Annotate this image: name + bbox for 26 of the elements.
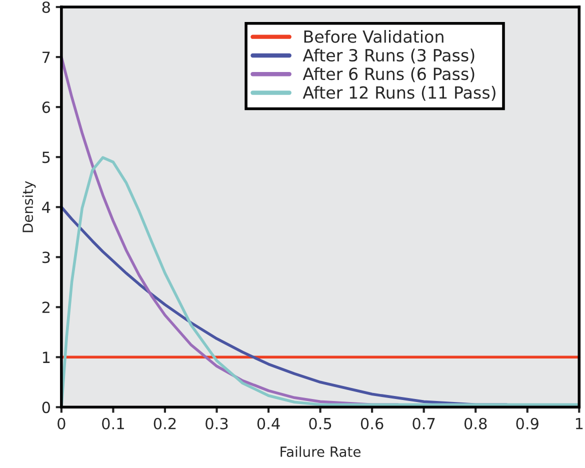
legend-label: Before Validation [304,30,444,43]
y-tick-label: 6 [42,102,50,114]
y-tick-label: 4 [42,202,50,213]
x-tick-label: 0.7 [412,418,435,430]
legend-label: After 12 Runs (11 Pass) [302,86,496,101]
y-tick-label: 2 [42,302,50,313]
y-tick-label: 8 [42,1,50,14]
x-tick-label: 0.3 [206,418,228,430]
legend-label: After 3 Runs (3 Pass) [302,48,474,64]
x-tick-label: 0.6 [360,418,384,430]
x-axis-title: Failure Rate [280,446,361,457]
y-tick-label: 5 [42,152,50,164]
x-tick-label: 0 [58,418,66,430]
x-tick-label: 1 [576,418,583,430]
x-tick-label: 0.1 [102,418,124,430]
y-tick-label: 7 [42,52,50,63]
y-tick-label: 3 [42,252,50,264]
x-tick-label: 0.4 [257,418,280,430]
x-tick-label: 0.8 [464,418,487,430]
x-tick-label: 0.9 [516,418,538,430]
x-tick-label: 0.5 [309,418,332,430]
y-tick-label: 0 [42,402,50,414]
y-axis-title: Density [22,181,36,232]
legend-label: After 6 Runs (6 Pass) [302,67,474,82]
y-tick-label: 1 [42,352,50,363]
x-tick-label: 0.2 [154,418,176,430]
